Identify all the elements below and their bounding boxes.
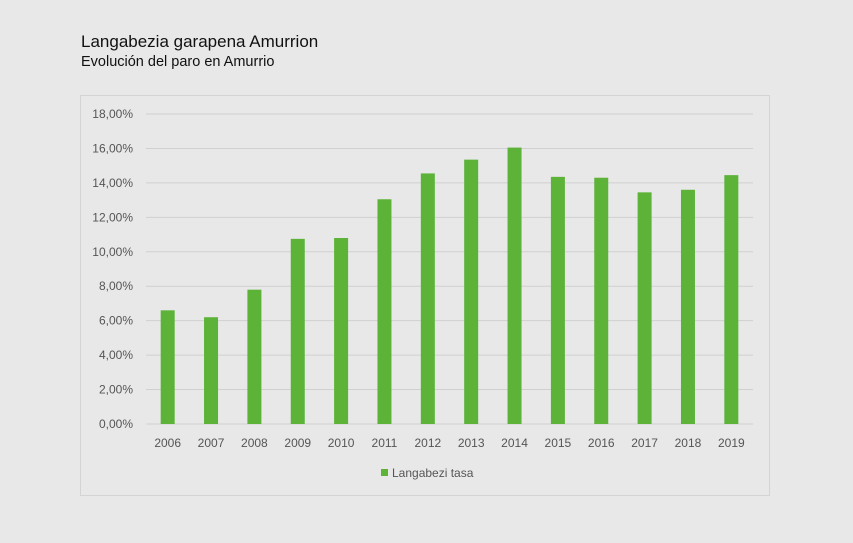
y-tick-label: 6,00% (99, 314, 133, 328)
x-tick-label: 2014 (501, 436, 528, 450)
y-tick-label: 0,00% (99, 417, 133, 431)
bar-2013 (464, 159, 479, 424)
chart-area: 0,00% 2,00% 4,00% 6,00% 8,00% 10,00% 12,00% 14,… (80, 95, 770, 496)
bar-2017 (637, 192, 652, 424)
y-tick-label: 14,00% (92, 176, 133, 190)
x-tick-label: 2006 (154, 436, 181, 450)
chart-title: Langabezia garapena Amurrion (81, 32, 319, 51)
chart-subtitle: Evolución del paro en Amurrio (81, 54, 275, 70)
x-tick-label: 2016 (588, 436, 615, 450)
x-tick-label: 2011 (372, 436, 398, 450)
legend-label: Langabezi tasa (392, 466, 474, 480)
bar-2006 (160, 310, 175, 424)
bar-2007 (204, 317, 219, 424)
bars (160, 147, 739, 425)
bar-2009 (290, 238, 305, 424)
x-tick-label: 2007 (198, 436, 225, 450)
x-tick-label: 2009 (284, 436, 311, 450)
bar-2008 (247, 289, 262, 424)
y-tick-label: 18,00% (92, 107, 133, 121)
bar-2018 (680, 189, 695, 424)
y-tick-label: 16,00% (92, 141, 133, 155)
y-tick-label: 4,00% (99, 348, 133, 362)
x-tick-label: 2012 (414, 436, 441, 450)
x-tick-label: 2008 (241, 436, 268, 450)
y-axis-tick-labels: 0,00% 2,00% 4,00% 6,00% 8,00% 10,00% 12,00% 14,… (92, 107, 133, 431)
x-tick-label: 2017 (631, 436, 658, 450)
y-tick-label: 2,00% (99, 383, 133, 397)
bar-2010 (334, 238, 349, 424)
y-tick-label: 12,00% (92, 210, 133, 224)
bar-chart: 0,00% 2,00% 4,00% 6,00% 8,00% 10,00% 12,00% 14,… (92, 107, 753, 480)
bar-2016 (594, 177, 609, 424)
x-tick-label: 2018 (675, 436, 702, 450)
x-tick-label: 2015 (545, 436, 572, 450)
y-tick-label: 10,00% (92, 245, 133, 259)
x-axis-tick-labels: 2006 2007 2008 2009 2010 2011 2012 2013 2014 2015… (154, 436, 745, 450)
bar-2014 (507, 147, 522, 425)
x-tick-label: 2019 (718, 436, 745, 450)
bar-2015 (550, 176, 565, 424)
legend: Langabezi tasa (381, 466, 474, 480)
bar-2019 (724, 175, 739, 424)
bar-2011 (377, 199, 392, 424)
gridlines (146, 113, 753, 425)
x-tick-label: 2013 (458, 436, 485, 450)
x-tick-label: 2010 (328, 436, 355, 450)
y-tick-label: 8,00% (99, 279, 133, 293)
legend-swatch (381, 469, 388, 476)
bar-2012 (420, 173, 435, 424)
